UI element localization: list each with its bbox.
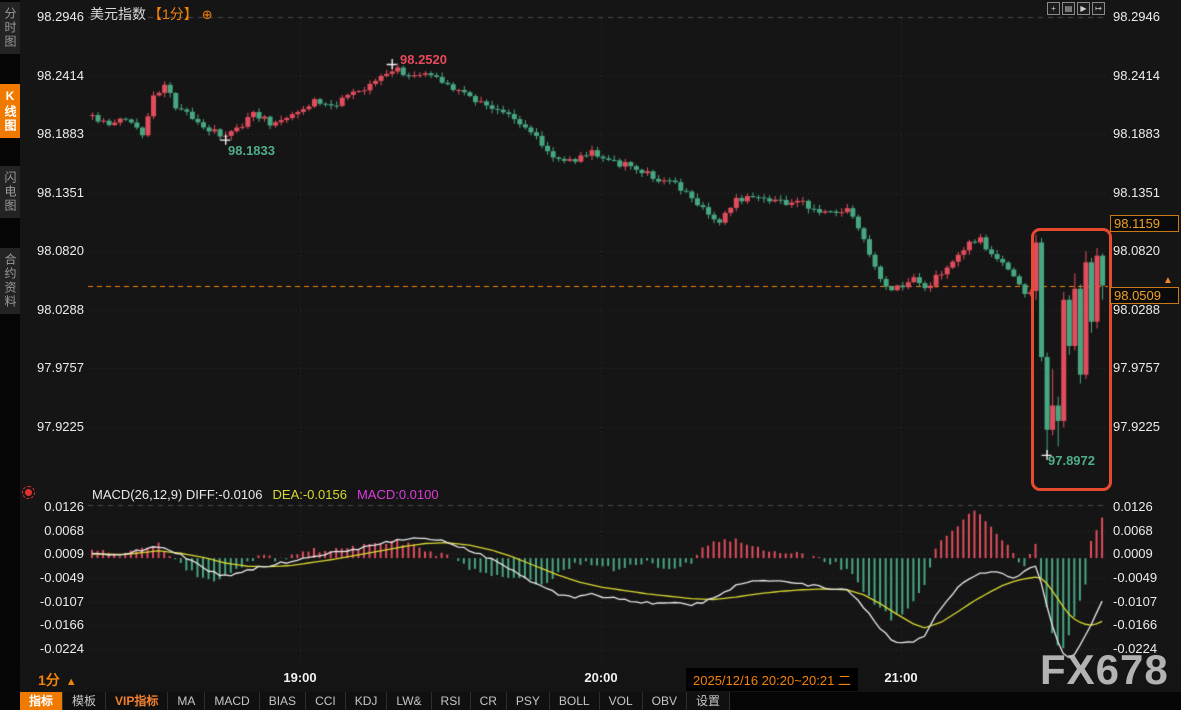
macd-tick-label-left: -0.0107	[39, 593, 84, 609]
price-tick-label-right: 98.2414	[1113, 67, 1160, 83]
macd-tick-label-left: -0.0049	[39, 570, 84, 585]
indicator-button[interactable]: 指标	[20, 692, 64, 710]
session-low-label: 98.1833	[228, 143, 275, 158]
price-tick-label-right: 98.0288	[1113, 301, 1160, 317]
instrument-title: 美元指数	[90, 6, 146, 22]
macd-tick-label-right: 0.0126	[1113, 499, 1153, 514]
current-price-tag: 98.0509	[1110, 287, 1179, 304]
price-tick-label-right: 98.1351	[1113, 184, 1160, 200]
price-tick-label-left: 97.9225	[37, 419, 84, 434]
tab-kline-chart[interactable]: K线图	[0, 84, 20, 138]
macd-button[interactable]: MACD	[205, 692, 260, 710]
shift-pane-icon[interactable]: ↦	[1092, 2, 1105, 15]
macd-tick-label-right: -0.0224	[1113, 641, 1158, 656]
crosshair-pan-icon[interactable]: +	[1047, 2, 1060, 15]
macd-tick-label-right: -0.0107	[1113, 593, 1158, 609]
price-tick-label-left: 98.2946	[37, 9, 84, 24]
macd-macd-value: MACD:0.0100	[356, 487, 439, 502]
lw-button[interactable]: LW&	[387, 692, 432, 710]
recent-low-label: 97.8972	[1048, 453, 1095, 468]
price-tick-label-left: 98.2414	[37, 67, 84, 83]
bias-button[interactable]: BIAS	[259, 692, 307, 710]
interval-badge[interactable]: 1分 ▲	[38, 670, 77, 690]
vip-indicator-button[interactable]: VIP指标	[106, 692, 169, 710]
price-tick-label-left: 98.1351	[37, 184, 84, 200]
chart-title-row: 美元指数 【1分】 ⊕	[90, 4, 213, 24]
macd-tick-label-right: -0.0049	[1113, 570, 1158, 585]
top-icon-toolbar: + ▤ ▶ ↦	[1047, 2, 1105, 15]
macd-tick-label-right: 0.0068	[1113, 522, 1153, 538]
boll-button[interactable]: BOLL	[549, 692, 600, 710]
macd-params-diff: MACD(26,12,9) DIFF:-0.0106	[92, 487, 263, 502]
zoom-circle-icon[interactable]: ⊕	[201, 7, 213, 22]
bottom-toolbar: 指标 模板 VIP指标 MA MACD BIAS CCI KDJ LW& RSI CR PSY BOLL…	[20, 692, 1181, 710]
price-tick-label-right: 97.9225	[1113, 419, 1160, 434]
macd-tick-label-left: -0.0224	[39, 641, 84, 656]
price-tick-label-left: 98.1883	[37, 126, 84, 142]
cci-button[interactable]: CCI	[306, 692, 346, 710]
psy-button[interactable]: PSY	[506, 692, 550, 710]
kdj-button[interactable]: KDJ	[345, 692, 388, 710]
macd-header: MACD(26,12,9) DIFF:-0.0106 DEA:-0.0156 MAC…	[92, 487, 439, 502]
price-tick-label-right: 98.0820	[1113, 243, 1160, 259]
tab-flash-chart[interactable]: 闪电图	[0, 166, 20, 218]
selected-candle-time-label: 2025/12/16 20:20~20:21 二	[686, 668, 858, 691]
indicator-dot-icon[interactable]	[22, 486, 35, 499]
tab-time-chart[interactable]: 分时图	[0, 2, 20, 54]
time-axis-label: 19:00	[283, 670, 317, 685]
macd-tick-label-left: 0.0068	[44, 522, 84, 538]
interval-badge-text: 1分	[38, 672, 60, 688]
price-up-arrow-icon: ▲	[1163, 275, 1173, 286]
tab-contract-info[interactable]: 合约资料	[0, 248, 20, 314]
chart-canvas[interactable]	[0, 0, 1181, 665]
macd-tick-label-right: -0.0166	[1113, 617, 1158, 633]
price-tick-label-right: 97.9757	[1113, 360, 1160, 376]
price-tick-label-right: 98.2946	[1113, 9, 1160, 24]
vol-button[interactable]: VOL	[599, 692, 643, 710]
obv-button[interactable]: OBV	[642, 692, 687, 710]
interval-badge-arrow-icon: ▲	[65, 676, 77, 688]
box-high-price-tag: 98.1159	[1110, 215, 1179, 232]
time-axis-label: 21:00	[884, 670, 918, 685]
macd-dea-value: DEA:-0.0156	[272, 487, 347, 502]
left-sidebar: 分时图 K线图闪电图合约资料	[0, 0, 20, 710]
interval-tag: 【1分】	[148, 6, 198, 22]
price-tick-label-left: 98.0820	[37, 243, 84, 259]
time-axis-row: 1分 ▲ 2025/12/16 20:20~20:21 二 19:00 20:00 2…	[20, 665, 1181, 692]
price-axis-scale-icon[interactable]: ▤	[1062, 2, 1075, 15]
macd-tick-label-left: 0.0009	[44, 546, 84, 562]
settings-button[interactable]: 设置	[686, 692, 730, 710]
macd-tick-label-left: -0.0166	[39, 617, 84, 633]
selection-highlight-box[interactable]	[1031, 228, 1112, 491]
price-tick-label-left: 97.9757	[37, 360, 84, 376]
template-button[interactable]: 模板	[63, 692, 107, 710]
time-axis-label: 20:00	[584, 670, 618, 685]
session-high-label: 98.2520	[400, 52, 447, 67]
playback-icon[interactable]: ▶	[1077, 2, 1090, 15]
macd-tick-label-right: 0.0009	[1113, 546, 1153, 562]
ma-button[interactable]: MA	[168, 692, 206, 710]
watermark: FX678	[1040, 646, 1169, 693]
price-tick-label-right: 98.1883	[1113, 126, 1160, 142]
cr-button[interactable]: CR	[470, 692, 507, 710]
rsi-button[interactable]: RSI	[431, 692, 471, 710]
price-tick-label-left: 98.0288	[37, 301, 84, 317]
macd-tick-label-left: 0.0126	[44, 499, 84, 514]
